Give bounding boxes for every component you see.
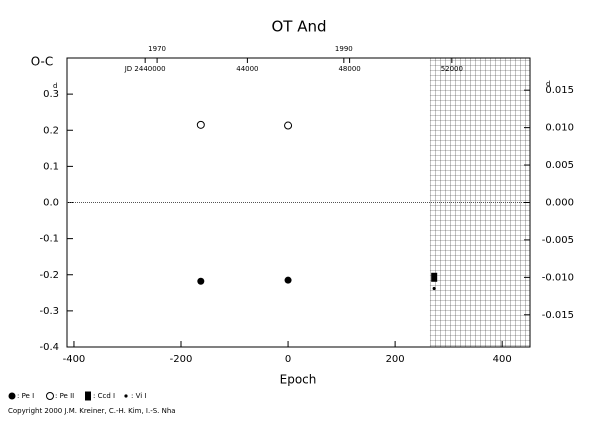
x-tick-label: 200 xyxy=(386,354,405,365)
y-tick-label: 0.1 xyxy=(43,161,59,172)
point xyxy=(431,272,438,282)
point xyxy=(85,391,91,401)
y-unit: d xyxy=(53,82,57,90)
point xyxy=(284,121,293,130)
legend-label: : Vi I xyxy=(131,392,146,400)
legend-label: : Ccd I xyxy=(93,392,115,400)
chart-title: OT And xyxy=(271,18,326,36)
top-tick-label: JD 2440000 xyxy=(124,65,166,73)
y-tick-label: 0.0 xyxy=(43,198,59,209)
top-tick-label: 44000 xyxy=(236,65,258,73)
y-tick-label: 0.2 xyxy=(43,125,59,136)
y2-tick-label: 0.015 xyxy=(545,85,574,96)
y2-tick-label: -0.015 xyxy=(542,310,574,321)
x-tick-label: -200 xyxy=(170,354,193,365)
point xyxy=(124,394,128,398)
y-tick-label: -0.1 xyxy=(39,234,59,245)
x-tick-label: 400 xyxy=(493,354,512,365)
y2-tick-label: -0.005 xyxy=(542,235,574,246)
point xyxy=(8,392,16,400)
point xyxy=(196,120,205,129)
legend-label: : Pe I xyxy=(17,392,34,400)
legend-label: : Pe II xyxy=(55,392,74,400)
x-axis-label: Epoch xyxy=(280,373,317,387)
top-tick-label: 1970 xyxy=(148,45,166,53)
x-tick-label: 0 xyxy=(285,354,291,365)
point xyxy=(284,276,292,284)
x-tick-label: -400 xyxy=(63,354,86,365)
y2-tick-label: 0.005 xyxy=(545,160,574,171)
point xyxy=(432,286,436,291)
y2-tick-label: 0.010 xyxy=(545,123,574,134)
y2-tick-label: -0.010 xyxy=(542,272,574,283)
y-tick-label: -0.3 xyxy=(39,306,59,317)
y2-unit: d xyxy=(546,80,550,88)
y-tick-label: -0.2 xyxy=(39,270,59,281)
top-tick-label: 1990 xyxy=(335,45,353,53)
y-tick-label: -0.4 xyxy=(39,342,59,353)
y-axis-label: O-C xyxy=(31,55,54,69)
point xyxy=(46,392,54,400)
y-tick-label: 0.3 xyxy=(43,89,59,100)
y2-tick-label: 0.000 xyxy=(545,198,574,209)
top-tick-label: 52000 xyxy=(441,65,463,73)
top-tick-label: 48000 xyxy=(338,65,360,73)
copyright: Copyright 2000 J.M. Kreiner, C.-H. Kim, … xyxy=(8,407,176,415)
point xyxy=(197,277,205,285)
